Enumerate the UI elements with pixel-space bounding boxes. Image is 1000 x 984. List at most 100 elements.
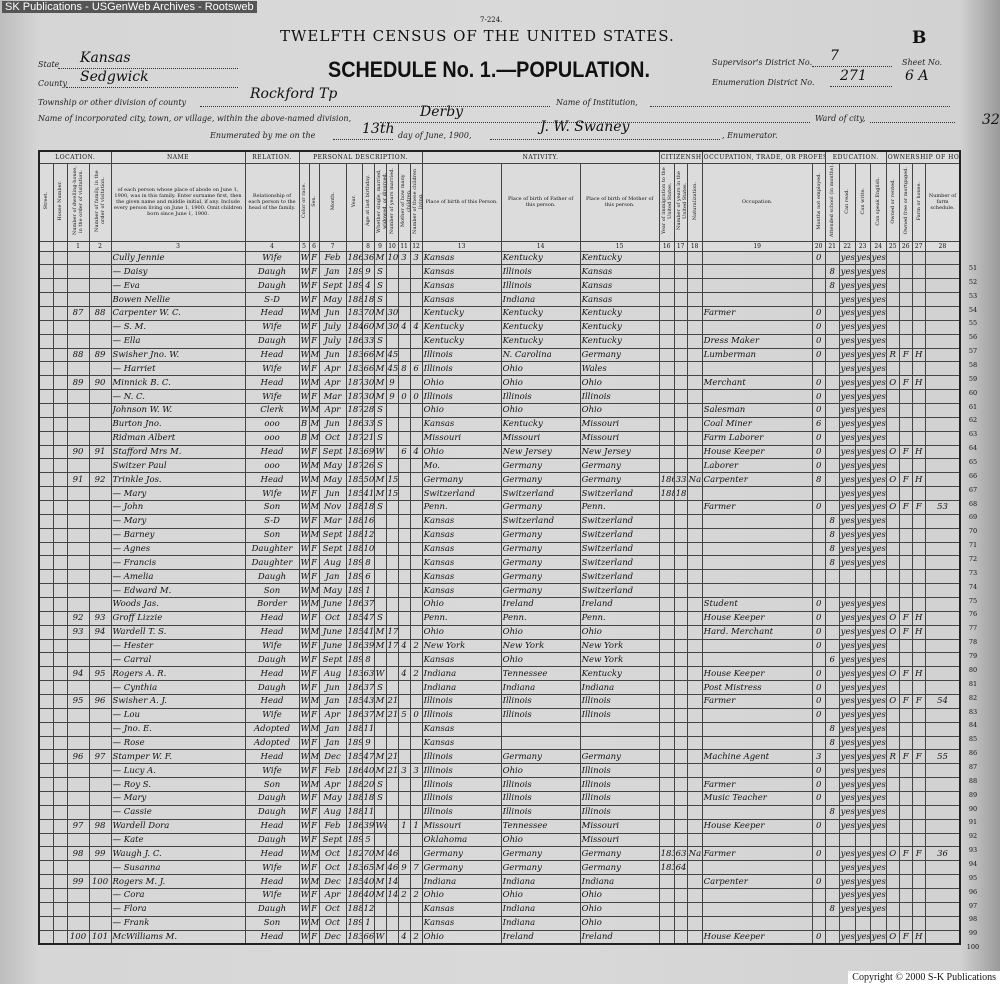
table-row: — S. M.WifeWFJuly184060M3044KentuckyKent… — [38, 319, 961, 335]
cell: 1829 — [345, 846, 363, 862]
cell — [409, 375, 423, 391]
cell: 0 — [811, 791, 826, 806]
schedule-title: SCHEDULE No. 1.—POPULATION. — [328, 57, 650, 82]
cell: yes — [869, 874, 887, 890]
cell — [66, 250, 90, 266]
county-label: County — [38, 79, 67, 88]
cell — [385, 430, 399, 446]
cell — [373, 721, 387, 737]
cell: Illinois — [579, 777, 660, 793]
cell: 2 — [397, 888, 411, 903]
cell — [673, 416, 688, 432]
cell — [924, 666, 961, 682]
location-cell — [52, 610, 68, 626]
cell — [88, 777, 112, 793]
cell — [66, 319, 90, 335]
cell — [658, 832, 675, 848]
cell — [885, 791, 900, 806]
cell — [911, 292, 926, 307]
cell — [397, 513, 411, 529]
cell: July — [318, 333, 347, 349]
cell: yes — [854, 749, 871, 765]
cell — [838, 569, 856, 585]
cell — [66, 333, 90, 349]
cell: yes — [838, 444, 856, 460]
cell — [686, 777, 703, 793]
column-number: 24 — [869, 240, 887, 252]
cell: F — [308, 610, 320, 626]
cell — [88, 458, 112, 474]
cell: S — [373, 791, 387, 806]
cell: yes — [869, 292, 887, 307]
cell — [88, 596, 112, 612]
cell — [924, 486, 961, 501]
cell — [658, 610, 675, 626]
cell: Ohio — [500, 361, 581, 377]
cell — [824, 416, 840, 432]
cell — [397, 832, 411, 848]
cell: 43 — [361, 694, 375, 709]
cell: 100 — [66, 929, 90, 945]
cell: yes — [854, 610, 871, 626]
location-cell — [38, 874, 54, 890]
cell — [409, 749, 423, 765]
cell: 88 — [66, 347, 90, 363]
cell: yes — [854, 430, 871, 446]
cell — [898, 818, 913, 834]
location-cell — [52, 513, 68, 529]
column-number: 18 — [686, 240, 703, 252]
column-number: 3 — [110, 240, 246, 252]
cell: Johnson W. W. — [110, 402, 246, 418]
cell: 50 — [361, 472, 375, 488]
cell — [838, 832, 856, 848]
cell: Kansas — [421, 250, 502, 266]
cell — [397, 333, 411, 349]
cell: Farm Laborer — [701, 430, 813, 446]
cell: 9 — [361, 735, 375, 751]
cell — [66, 721, 90, 737]
cell — [686, 804, 703, 820]
cell — [66, 555, 90, 571]
column-header-text: Number of family, in the order of visita… — [94, 170, 106, 232]
cell: O — [885, 666, 900, 682]
cell: Farmer — [701, 846, 813, 862]
cell: 33 — [673, 472, 688, 488]
cell — [385, 680, 399, 695]
line-number: 57 — [968, 347, 978, 356]
cell — [673, 791, 688, 806]
cell: F — [308, 361, 320, 377]
cell: Kansas — [579, 278, 660, 294]
cell — [385, 929, 399, 945]
cell: Ridman Albert — [110, 430, 246, 446]
cell: yes — [838, 541, 856, 557]
cell — [924, 347, 961, 363]
cell: Na — [686, 846, 703, 862]
cell: M — [308, 749, 320, 765]
cell — [409, 791, 423, 806]
cell: Tennessee — [500, 666, 581, 682]
cell — [66, 569, 90, 585]
cell — [824, 569, 840, 585]
cell: yes — [869, 707, 887, 723]
cell — [686, 513, 703, 529]
cell — [686, 791, 703, 806]
location-cell — [38, 513, 54, 529]
location-cell — [52, 624, 68, 640]
enumeration-label: Enumeration District No. — [712, 78, 815, 87]
cell: Clerk — [244, 402, 300, 418]
township-label: Township or other division of county — [38, 98, 187, 107]
cell: 21 — [385, 707, 399, 723]
cell: Adopted — [244, 735, 300, 751]
cell — [924, 292, 961, 307]
cell: yes — [854, 444, 871, 460]
column-header-text: Year. — [351, 194, 358, 208]
cell: M — [308, 430, 320, 446]
cell: Switzerland — [579, 541, 660, 557]
cell — [658, 527, 675, 543]
cell — [885, 763, 900, 779]
cell: 41 — [361, 486, 375, 501]
cell: yes — [854, 527, 871, 543]
cell — [397, 416, 411, 432]
cell — [673, 680, 688, 695]
